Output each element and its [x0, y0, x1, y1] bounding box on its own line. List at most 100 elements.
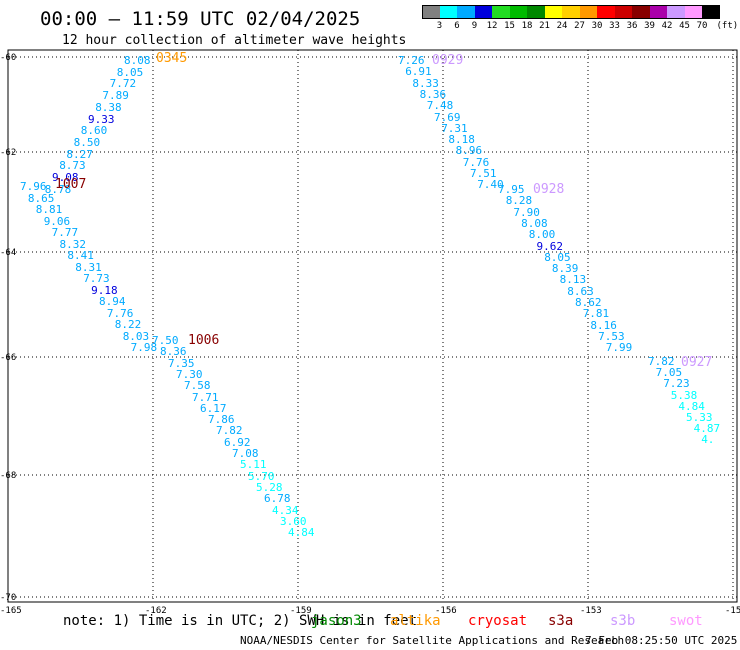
swh-value: 7.30 [176, 367, 203, 381]
swh-value: 8.65 [27, 191, 55, 205]
swh-value: 5.11 [240, 458, 267, 472]
swh-value: 3.60 [280, 514, 307, 528]
swh-value: 9.08 [52, 171, 79, 184]
colorbar-swatch [649, 5, 667, 19]
colorbar-label: 33 [609, 21, 620, 31]
swh-value: 8.08 [124, 54, 151, 67]
colorbar-unit: (ft) [716, 21, 739, 31]
colorbar-label: 12 [486, 21, 498, 31]
colorbar-swatch [422, 5, 440, 19]
pass-time-label: 0928 [533, 182, 565, 197]
swh-value: 8.16 [590, 318, 617, 332]
swh-value: 8.60 [80, 124, 108, 138]
swh-value: 8.28 [505, 194, 533, 208]
lat-tick-label: -62 [0, 148, 16, 158]
swh-value: 8.33 [412, 76, 439, 90]
swh-value: 9.33 [88, 112, 115, 126]
swh-value: 4.84 [678, 399, 705, 413]
swh-value: 8.94 [99, 295, 126, 308]
colorbar-swatch [614, 5, 632, 19]
colorbar-swatch [684, 5, 702, 19]
colorbar-swatch [492, 5, 510, 19]
lon-tick-label: -165 [0, 606, 22, 616]
swh-value: 7.96 [20, 180, 47, 193]
swh-value: 7.50 [152, 334, 179, 347]
lon-tick-label: -159 [290, 606, 312, 616]
swh-value: 7.86 [208, 413, 235, 427]
swh-value: 4.84 [288, 526, 315, 540]
colorbar-swatch [562, 5, 580, 19]
pass-time-label: 1007 [55, 177, 87, 192]
colorbar-label: 36 [626, 21, 638, 31]
swh-value: 6.91 [405, 65, 432, 79]
swh-value: 4.87 [693, 422, 721, 436]
lon-tick-label: -156 [435, 606, 457, 616]
swh-value: 6.78 [264, 492, 291, 506]
swh-value: 7.99 [605, 341, 633, 355]
swh-value: 8.08 [521, 216, 548, 230]
colorbar-label: 30 [591, 21, 603, 31]
satellite-s3b: s3b [610, 613, 636, 629]
colorbar-swatch [474, 5, 492, 19]
swh-value: 8.36 [419, 87, 447, 101]
swh-value: 6.92 [224, 435, 251, 449]
colorbar-label: 18 [521, 21, 533, 31]
swh-value: 8.18 [448, 133, 475, 147]
swh-value: 6.17 [200, 401, 227, 415]
swh-value: 7.23 [663, 377, 690, 391]
swh-value: 9.62 [536, 239, 564, 253]
footer-note: note: 1) Time is in UTC; 2) SWH is in fe… [63, 613, 418, 629]
swh-value: 7.40 [477, 178, 504, 192]
swh-value: 8.31 [75, 260, 102, 274]
colorbar-frame [422, 5, 720, 19]
swh-value: 7.71 [192, 390, 219, 404]
swh-value: 8.36 [160, 345, 187, 359]
satellite-swot: swot [669, 613, 703, 629]
swh-value: 7.58 [184, 379, 211, 393]
colorbar-swatch [702, 5, 720, 19]
swh-value: 8.50 [73, 135, 101, 149]
swh-value: 9.18 [91, 283, 118, 297]
colorbar-label: 42 [661, 21, 673, 31]
colorbar-label: 15 [504, 21, 515, 31]
colorbar-label: 27 [574, 21, 585, 31]
swh-value: 7.08 [232, 447, 259, 460]
swh-value: 7.82 [648, 355, 675, 368]
swh-value: 7.26 [398, 54, 425, 67]
lat-tick-label: -68 [0, 471, 16, 481]
pass-time-label: 1006 [188, 333, 220, 348]
colorbar-swatch [509, 5, 527, 19]
swh-value: 8.22 [114, 318, 142, 331]
footer-credit: NOAA/NESDIS Center for Satellite Applica… [240, 634, 625, 647]
swh-value: 7.31 [441, 121, 468, 135]
colorbar-label: 24 [556, 21, 568, 31]
swh-value: 8.27 [66, 147, 93, 161]
swh-value: 4.34 [272, 503, 299, 517]
swh-value: 8.73 [59, 159, 86, 173]
satellite-jason3: jason3 [311, 613, 362, 629]
swh-value: 5.28 [256, 480, 283, 494]
colorbar-swatch [527, 5, 545, 19]
colorbar-label: 45 [679, 21, 690, 31]
swh-value: 5.70 [248, 469, 275, 483]
swh-value: 8.05 [544, 250, 571, 264]
page-subtitle: 12 hour collection of altimeter wave hei… [62, 33, 407, 48]
swh-value: 7.69 [434, 110, 461, 124]
swh-value: 7.35 [168, 356, 195, 370]
swh-value: 7.95 [498, 183, 525, 196]
swh-value: 8.63 [567, 284, 594, 298]
pass-time-label: 0929 [432, 53, 464, 68]
swh-value: 8.32 [59, 237, 87, 251]
swh-value: 7.76 [462, 155, 490, 169]
swh-value: 9.06 [43, 214, 71, 228]
swh-value: 7.82 [216, 424, 243, 438]
colorbar-swatch [439, 5, 457, 19]
satellite-cryosat: cryosat [468, 613, 528, 629]
swh-value: 7.77 [51, 226, 79, 239]
lat-tick-label: -64 [0, 248, 16, 258]
swh-value: 7.48 [426, 99, 454, 113]
swh-value: 7.89 [102, 89, 129, 103]
swh-value: 7.98 [130, 341, 158, 354]
colorbar-label: 39 [644, 21, 655, 31]
swh-value: 7.53 [598, 329, 625, 343]
